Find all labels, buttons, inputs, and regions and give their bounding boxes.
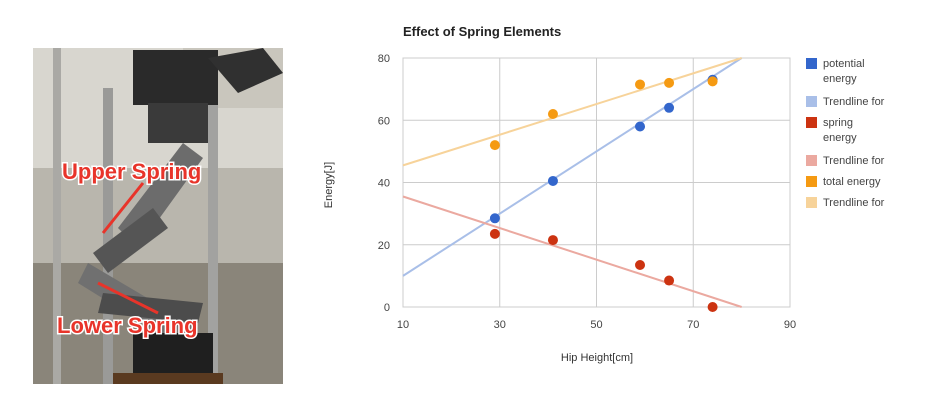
- data-point: [489, 228, 500, 239]
- robot-leg-photo: Upper Spring Lower Spring: [33, 48, 283, 384]
- x-tick-label: 50: [590, 319, 602, 331]
- data-point: [489, 140, 500, 151]
- legend-label: spring: [823, 117, 853, 129]
- y-tick-label: 60: [378, 115, 390, 127]
- x-tick-label: 10: [397, 319, 409, 331]
- legend-label: Trendline for: [823, 197, 885, 209]
- data-point: [664, 275, 675, 286]
- legend-swatch: [806, 96, 817, 107]
- data-point: [707, 76, 718, 87]
- chart-grid: [402, 57, 791, 308]
- x-axis-ticks: 10 30 50 70 90: [397, 319, 796, 331]
- data-point: [547, 235, 558, 246]
- trendline: [402, 57, 742, 167]
- upper-spring-label: Upper Spring: [62, 159, 201, 184]
- data-point: [664, 102, 675, 113]
- y-axis-ticks: 0 20 40 60 80: [378, 53, 390, 314]
- legend-label: potential: [823, 58, 865, 70]
- legend-label: Trendline for: [823, 155, 885, 167]
- y-tick-label: 20: [378, 240, 390, 252]
- trendline: [402, 57, 743, 277]
- y-axis-title: Energy[J]: [323, 162, 335, 208]
- data-point: [707, 302, 718, 312]
- x-tick-label: 70: [687, 319, 699, 331]
- chart-legend: potential energy Trendline for spring energy…: [806, 58, 885, 209]
- legend-swatch: [806, 117, 817, 128]
- x-tick-label: 90: [784, 319, 796, 331]
- data-point: [664, 77, 675, 88]
- x-axis-title: Hip Height[cm]: [561, 352, 633, 364]
- chart-title: Effect of Spring Elements: [403, 24, 561, 39]
- legend-swatch: [806, 176, 817, 187]
- legend-label: total energy: [823, 176, 881, 188]
- legend-label: Trendline for: [823, 96, 885, 108]
- data-point: [635, 259, 646, 270]
- data-point: [635, 121, 646, 132]
- data-points: [489, 74, 718, 312]
- legend-swatch: [806, 155, 817, 166]
- trendlines: [402, 57, 743, 308]
- trendline: [402, 195, 742, 308]
- data-point: [547, 109, 558, 120]
- data-point: [489, 213, 500, 224]
- legend-swatch: [806, 197, 817, 208]
- y-tick-label: 0: [384, 302, 390, 314]
- data-point: [635, 79, 646, 90]
- legend-label: energy: [823, 132, 857, 144]
- y-tick-label: 40: [378, 178, 390, 190]
- y-tick-label: 80: [378, 53, 390, 65]
- legend-swatch: [806, 58, 817, 69]
- x-tick-label: 30: [494, 319, 506, 331]
- legend-label: energy: [823, 73, 857, 85]
- lower-spring-label: Lower Spring: [57, 313, 198, 338]
- data-point: [547, 175, 558, 186]
